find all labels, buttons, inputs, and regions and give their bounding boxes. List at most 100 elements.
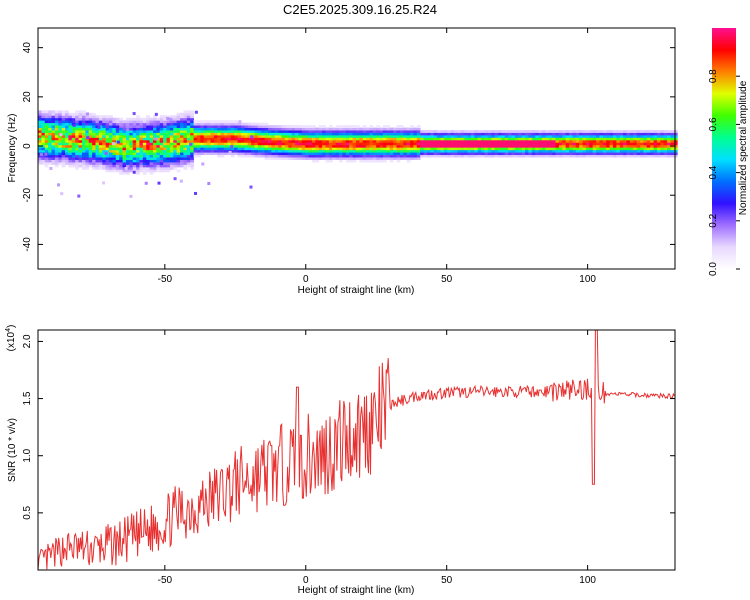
heatmap-cell <box>227 125 232 128</box>
heatmap-cell <box>217 139 222 143</box>
heatmap-cell <box>464 154 468 158</box>
heatmap-cell <box>41 144 46 148</box>
heatmap-cell <box>362 130 367 133</box>
heatmap-cell <box>582 154 587 158</box>
heatmap-cell <box>653 147 658 151</box>
heatmap-cell <box>531 142 536 146</box>
heatmap-cell <box>382 159 387 163</box>
heatmap-cell <box>423 147 428 151</box>
heatmap-cell <box>48 152 52 156</box>
heatmap-cell <box>220 120 225 124</box>
heatmap-cell <box>156 154 161 158</box>
heatmap-cell <box>115 147 120 151</box>
heatmap-cell <box>180 122 184 126</box>
heatmap-cell <box>413 154 418 158</box>
heatmap-cell <box>305 157 309 160</box>
heatmap-cell <box>58 112 63 116</box>
heatmap-cell <box>382 147 387 151</box>
heatmap-cell <box>149 122 154 126</box>
heatmap-cell <box>420 142 424 146</box>
heatmap-cell <box>332 137 337 141</box>
heatmap-cell <box>203 152 208 156</box>
heatmap-cell <box>372 139 377 143</box>
heatmap-cell <box>149 169 154 173</box>
heatmap-cell <box>125 164 130 168</box>
heatmap-cell <box>416 144 421 148</box>
heatmap-cell <box>78 115 83 119</box>
heatmap-cell <box>61 130 66 133</box>
heatmap-cell <box>92 166 96 170</box>
heatmap-cell <box>95 130 100 133</box>
heatmap-cell <box>142 152 147 156</box>
heatmap-cell <box>416 137 421 141</box>
heatmap-speckle <box>154 112 158 116</box>
heatmap-cell <box>125 142 130 146</box>
heatmap-cell <box>105 122 110 126</box>
heatmap-cell <box>254 130 259 133</box>
heatmap-cell <box>88 154 93 158</box>
heatmap-cell <box>274 152 279 156</box>
heatmap-cell <box>75 164 79 168</box>
heatmap-cell <box>61 154 66 158</box>
heatmap-cell <box>115 152 120 156</box>
heatmap-cell <box>240 149 245 153</box>
heatmap-cell <box>41 115 46 119</box>
heatmap-cell <box>619 142 624 146</box>
heatmap-cell <box>389 157 394 160</box>
heatmap-cell <box>173 149 178 153</box>
heatmap-cell <box>528 154 533 158</box>
heatmap-cell <box>467 137 472 141</box>
heatmap-cell <box>521 152 526 156</box>
heatmap-cell <box>54 159 59 163</box>
heatmap-cell <box>281 137 286 141</box>
heatmap-cell <box>328 147 333 151</box>
heatmap-cell <box>196 130 201 133</box>
heatmap-cell <box>602 132 607 136</box>
heatmap-cell <box>393 149 397 153</box>
heatmap-cell <box>284 157 289 160</box>
colorbar-tick-label: 0.6 <box>708 117 719 131</box>
heatmap-cell <box>48 127 52 131</box>
heatmap-cell <box>379 137 384 141</box>
heatmap-cell <box>511 149 516 153</box>
heatmap-cell <box>92 142 96 146</box>
heatmap-cell <box>105 130 110 133</box>
heatmap-cell <box>650 142 654 146</box>
heatmap-cell <box>217 142 222 146</box>
heatmap-cell <box>643 154 648 158</box>
heatmap-cell <box>308 142 313 146</box>
heatmap-cell <box>142 162 147 165</box>
heatmap-cell <box>643 142 648 146</box>
heatmap-cell <box>491 137 496 141</box>
heatmap-cell <box>51 120 56 124</box>
heatmap-cell <box>278 142 282 146</box>
heatmap-cell <box>612 139 617 143</box>
heatmap-cell <box>95 154 100 158</box>
heatmap-cell <box>288 127 293 131</box>
heatmap-cell <box>92 139 96 143</box>
heatmap-cell <box>274 154 279 158</box>
heatmap-cell <box>460 142 465 146</box>
heatmap-cell <box>379 159 384 163</box>
heatmap-cell <box>369 154 374 158</box>
heatmap-cell <box>410 139 414 143</box>
heatmap-cell <box>92 120 96 124</box>
heatmap-cell <box>196 152 201 156</box>
heatmap-cell <box>220 132 225 136</box>
heatmap-cell <box>454 130 458 133</box>
heatmap-cell <box>497 147 502 151</box>
heatmap-cell <box>535 132 539 136</box>
heatmap-cell <box>481 137 485 141</box>
heatmap-cell <box>295 127 299 131</box>
heatmap-cell <box>257 137 262 141</box>
heatmap-cell <box>291 144 296 148</box>
heatmap-cell <box>582 152 587 156</box>
heatmap-cell <box>200 137 205 141</box>
heatmap-cell <box>629 147 634 151</box>
heatmap-cell <box>81 130 86 133</box>
heatmap-cell <box>457 149 462 153</box>
heatmap-cell <box>416 127 421 131</box>
heatmap-cell <box>403 137 408 141</box>
heatmap-cell <box>426 132 431 136</box>
heatmap-cell <box>393 139 397 143</box>
